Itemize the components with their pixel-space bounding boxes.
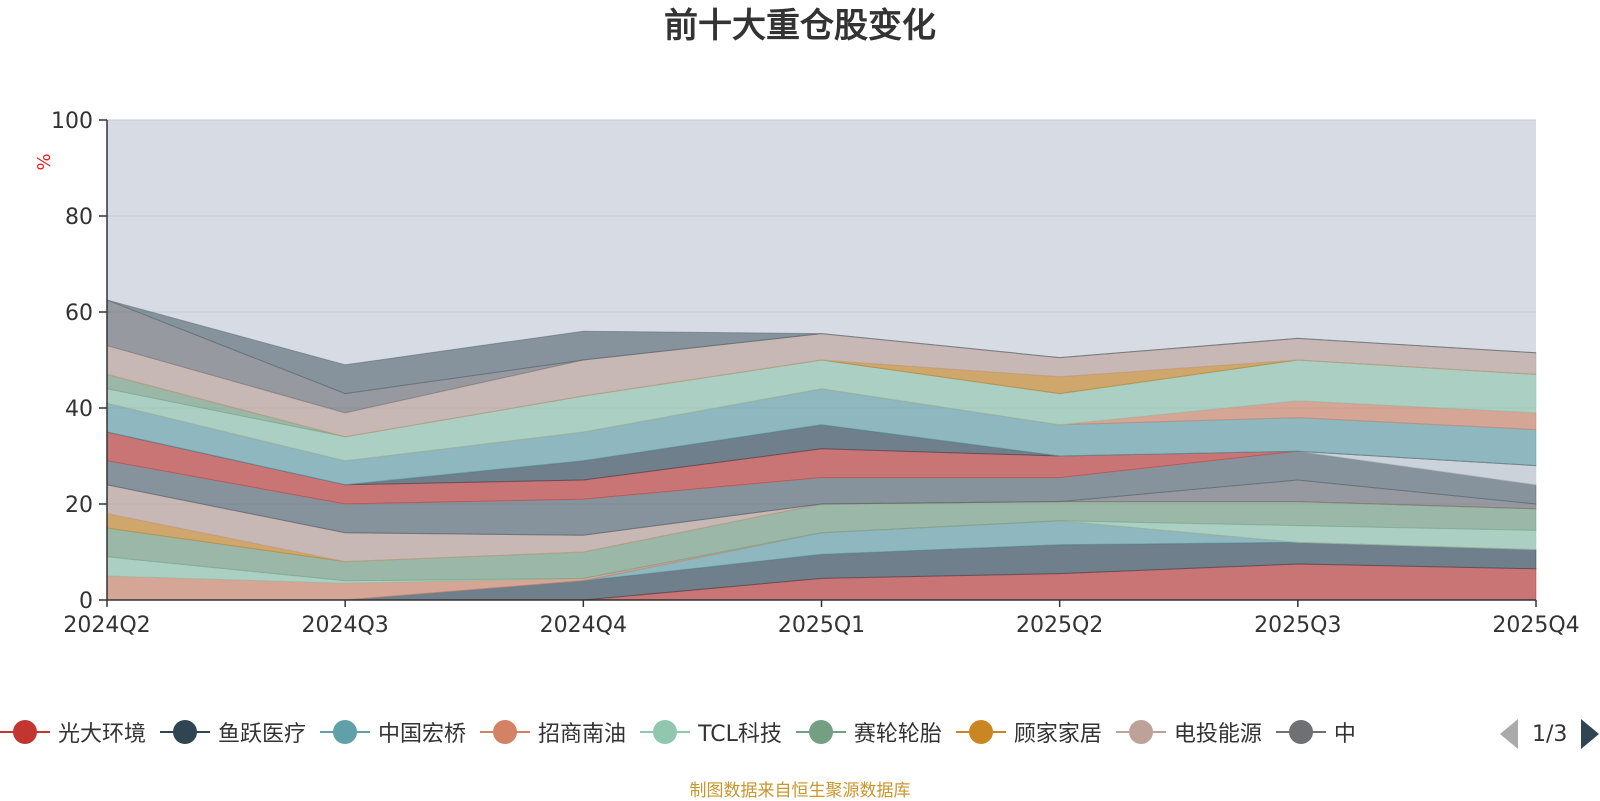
y-tick-label: 20 xyxy=(65,493,93,518)
y-axis-label: % xyxy=(34,153,55,170)
area-series-20[interactable] xyxy=(106,299,1537,395)
x-tick-label: 2025Q3 xyxy=(1254,613,1341,638)
legend-swatch-icon xyxy=(1275,719,1326,745)
legend-swatch-icon xyxy=(795,719,846,745)
chart-title: 前十大重仓股变化 xyxy=(664,6,936,46)
legend-label: 招商南油 xyxy=(538,722,627,747)
legend-item[interactable]: 中国宏桥 xyxy=(320,716,466,748)
legend-item[interactable]: 电投能源 xyxy=(1115,716,1262,748)
legend-item[interactable]: 招商南油 xyxy=(480,716,626,748)
legend-swatch-icon xyxy=(480,719,531,745)
legend-label: 赛轮轮胎 xyxy=(853,722,942,747)
legend-swatch-icon xyxy=(320,719,371,745)
legend-label: 中国宏桥 xyxy=(378,722,467,747)
x-tick-label: 2024Q2 xyxy=(63,613,150,638)
x-tick-label: 2025Q2 xyxy=(1016,613,1103,638)
y-tick-label: 100 xyxy=(51,109,93,134)
legend-item[interactable]: 顾家家居 xyxy=(955,716,1102,748)
y-tick-label: 40 xyxy=(65,397,93,422)
legend: 光大环境 鱼跃医疗 中国宏桥 招商南油 TCL科技 赛轮轮胎 顾家家居 电投能源 中 xyxy=(0,714,1480,750)
legend-item[interactable]: 中 xyxy=(1275,716,1356,748)
data-source-note: 制图数据来自恒生聚源数据库 xyxy=(689,781,911,801)
legend-item[interactable]: TCL科技 xyxy=(640,716,782,748)
x-tick-label: 2025Q4 xyxy=(1492,613,1579,638)
x-tick-label: 2025Q1 xyxy=(778,613,865,638)
stacked-area-chart: 0 20 40 60 80 100 2024Q2 2024Q3 2024Q4 2025Q1 2025… xyxy=(34,109,1580,638)
x-tick-label: 2024Q3 xyxy=(302,613,389,638)
legend-label: 中 xyxy=(1333,722,1356,747)
x-tick-label: 2024Q4 xyxy=(540,613,627,638)
y-tick-label: 0 xyxy=(79,589,93,614)
legend-label: 顾家家居 xyxy=(1013,722,1102,747)
legend-item[interactable]: 鱼跃医疗 xyxy=(160,716,306,748)
legend-swatch-icon xyxy=(955,719,1006,745)
legend-label: 鱼跃医疗 xyxy=(218,722,307,747)
y-tick-label: 60 xyxy=(65,301,93,326)
legend-page-indicator: 1/3 xyxy=(1532,721,1568,747)
legend-next-page-icon[interactable] xyxy=(1581,719,1600,749)
legend-item[interactable]: 光大环境 xyxy=(0,716,146,748)
legend-swatch-icon xyxy=(1115,719,1166,745)
legend-prev-page-icon[interactable] xyxy=(1500,719,1518,749)
legend-label: TCL科技 xyxy=(698,722,782,747)
y-tick-label: 80 xyxy=(65,205,93,230)
legend-pager: 1/3 xyxy=(1500,716,1600,752)
legend-label: 电投能源 xyxy=(1173,722,1262,747)
legend-swatch-icon xyxy=(640,719,691,745)
legend-swatch-icon xyxy=(160,719,211,745)
legend-item[interactable]: 赛轮轮胎 xyxy=(795,716,942,748)
legend-label: 光大环境 xyxy=(58,722,147,747)
legend-swatch-icon xyxy=(0,719,50,745)
